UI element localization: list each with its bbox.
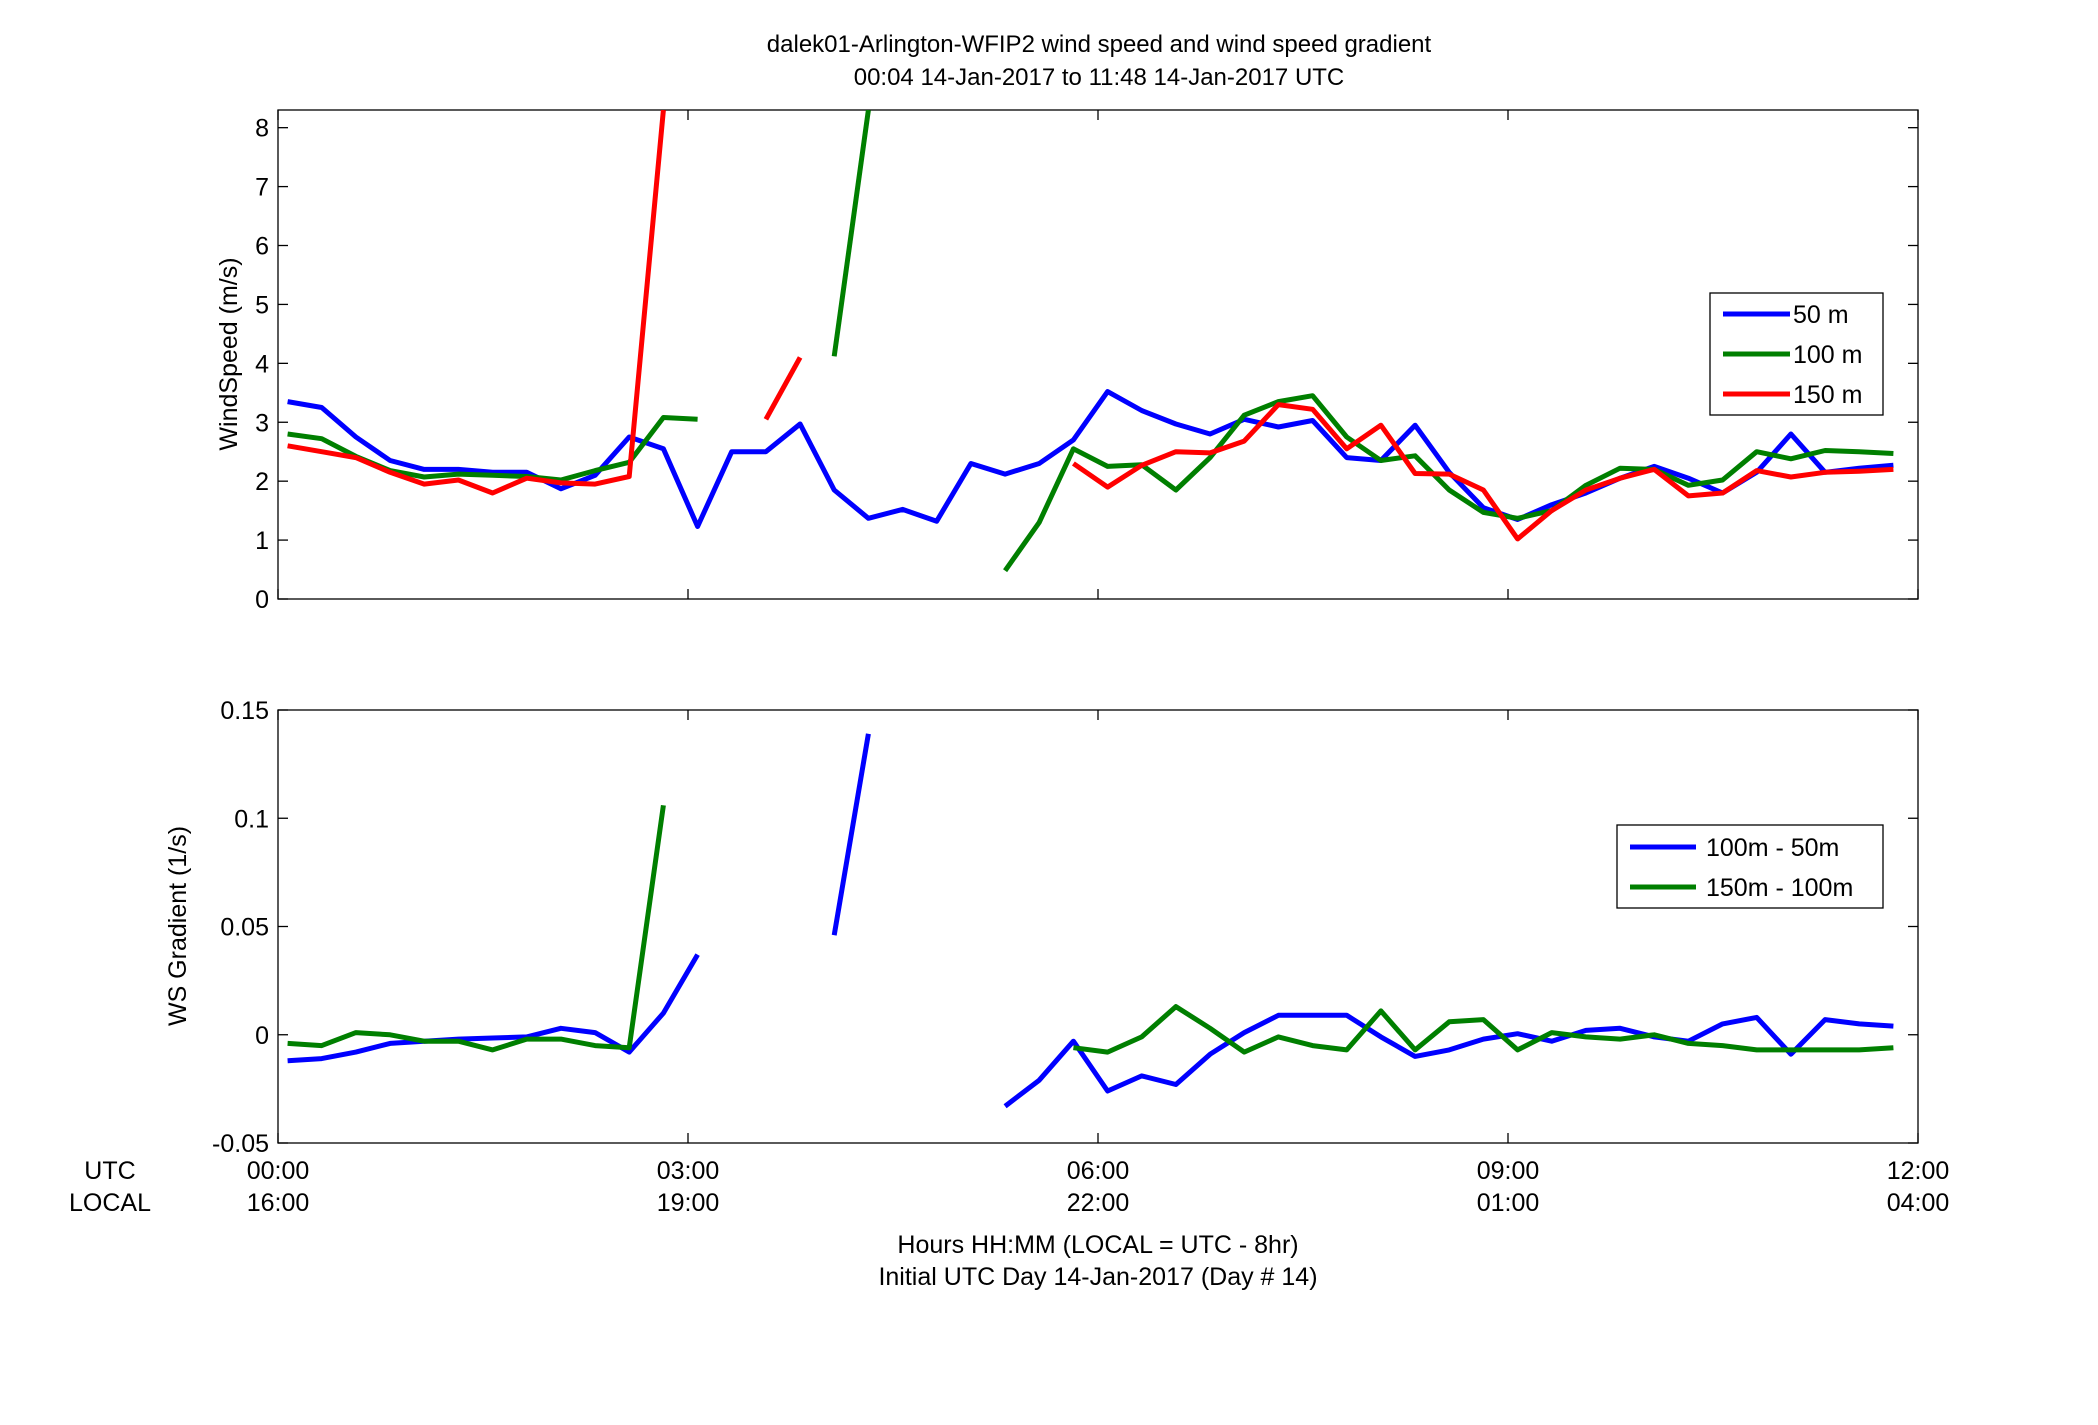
windspeed-ytick-label: 6 bbox=[255, 233, 269, 261]
x-tick-label-utc: 12:00 bbox=[1887, 1157, 1950, 1185]
windspeed-plot-area bbox=[277, 109, 1919, 600]
gradient-ytick-label: 0.05 bbox=[220, 914, 269, 942]
gradient-legend-box bbox=[1616, 824, 1884, 909]
legend-label-150m: 150 m bbox=[1793, 381, 1862, 409]
legend-label-100m-50m: 100m - 50m bbox=[1706, 834, 1839, 862]
gradient-tick-marks bbox=[277, 709, 1919, 1144]
legend-label-100m: 100 m bbox=[1793, 341, 1862, 369]
series-line-150-m bbox=[1071, 402, 1894, 542]
windspeed-ytick-label: 1 bbox=[255, 527, 269, 555]
legend-label-150m-100m: 150m - 100m bbox=[1706, 874, 1853, 902]
windspeed-ytick-label: 0 bbox=[255, 586, 269, 614]
gradient-ytick-label: -0.05 bbox=[212, 1130, 269, 1158]
figure-title-line-2: 00:04 14-Jan-2017 to 11:48 14-Jan-2017 U… bbox=[854, 64, 1345, 91]
gradient-ytick-label: 0.15 bbox=[220, 697, 269, 725]
legend-label-50m: 50 m bbox=[1793, 301, 1849, 329]
x-tick-label-local: 19:00 bbox=[657, 1189, 720, 1217]
gradient-ytick-label: 0.1 bbox=[234, 805, 269, 833]
series-line-100-m bbox=[1003, 393, 1894, 573]
x-tick-label-local: 22:00 bbox=[1067, 1189, 1130, 1217]
x-tick-label-local: 16:00 bbox=[247, 1189, 310, 1217]
windspeed-y-axis-label: WindSpeed (m/s) bbox=[215, 257, 243, 450]
gradient-x-tick-labels: 00:00 16:00 03:00 19:00 06:00 22:00 09:00 01:00… bbox=[247, 1157, 1950, 1217]
series-line-100m-50m bbox=[287, 953, 700, 1064]
utc-row-label: UTC bbox=[84, 1157, 135, 1185]
x-tick-label-local: 04:00 bbox=[1887, 1189, 1950, 1217]
gradient-y-axis-label: WS Gradient (1/s) bbox=[164, 826, 192, 1026]
x-axis-label-line-2: Initial UTC Day 14-Jan-2017 (Day # 14) bbox=[878, 1263, 1317, 1291]
series-line-100-m bbox=[831, 110, 871, 357]
windspeed-ytick-label: 3 bbox=[255, 409, 269, 437]
series-line-150-m bbox=[287, 110, 666, 496]
series-line-100m-50m bbox=[1003, 1012, 1894, 1109]
windspeed-tick-marks bbox=[277, 110, 1919, 600]
gradient-y-tick-labels: -0.05 0 0.05 0.1 0.15 bbox=[212, 697, 269, 1158]
windspeed-ytick-label: 5 bbox=[255, 291, 269, 319]
x-tick-label-utc: 06:00 bbox=[1067, 1157, 1130, 1185]
windspeed-ytick-label: 8 bbox=[255, 115, 269, 143]
figure-title-line-1: dalek01-Arlington-WFIP2 wind speed and w… bbox=[767, 31, 1432, 58]
x-tick-label-local: 01:00 bbox=[1477, 1189, 1540, 1217]
windspeed-legend: 50 m 100 m 150 m bbox=[1709, 292, 1884, 416]
windspeed-y-tick-labels: 0 1 2 3 4 5 6 7 8 bbox=[255, 115, 269, 614]
windspeed-ytick-label: 7 bbox=[255, 174, 269, 202]
series-line-150m-100m bbox=[1073, 1004, 1894, 1055]
windspeed-ytick-label: 4 bbox=[255, 350, 269, 378]
series-line-150-m bbox=[763, 356, 803, 421]
x-axis-label-line-1: Hours HH:MM (LOCAL = UTC - 8hr) bbox=[897, 1231, 1298, 1259]
gradient-series-lines bbox=[287, 733, 1894, 1109]
x-tick-label-utc: 03:00 bbox=[657, 1157, 720, 1185]
local-row-label: LOCAL bbox=[69, 1189, 151, 1217]
gradient-panel: -0.05 0 0.05 0.1 0.15 00:00 16:00 03:00 19:00 06… bbox=[164, 697, 1949, 1217]
series-line-100m-50m bbox=[831, 733, 871, 936]
x-tick-label-utc: 09:00 bbox=[1477, 1157, 1540, 1185]
gradient-plot-area bbox=[277, 709, 1919, 1144]
gradient-legend: 100m - 50m 150m - 100m bbox=[1616, 824, 1884, 909]
windspeed-ytick-label: 2 bbox=[255, 468, 269, 496]
windspeed-panel: 0 1 2 3 4 5 6 7 8 WindSpeed (m/s) 50 m 100 m 150… bbox=[215, 109, 1919, 614]
series-line-150m-100m bbox=[287, 804, 666, 1053]
x-tick-label-utc: 00:00 bbox=[247, 1157, 310, 1185]
windspeed-series-lines bbox=[287, 110, 1894, 573]
gradient-ytick-label: 0 bbox=[255, 1022, 269, 1050]
